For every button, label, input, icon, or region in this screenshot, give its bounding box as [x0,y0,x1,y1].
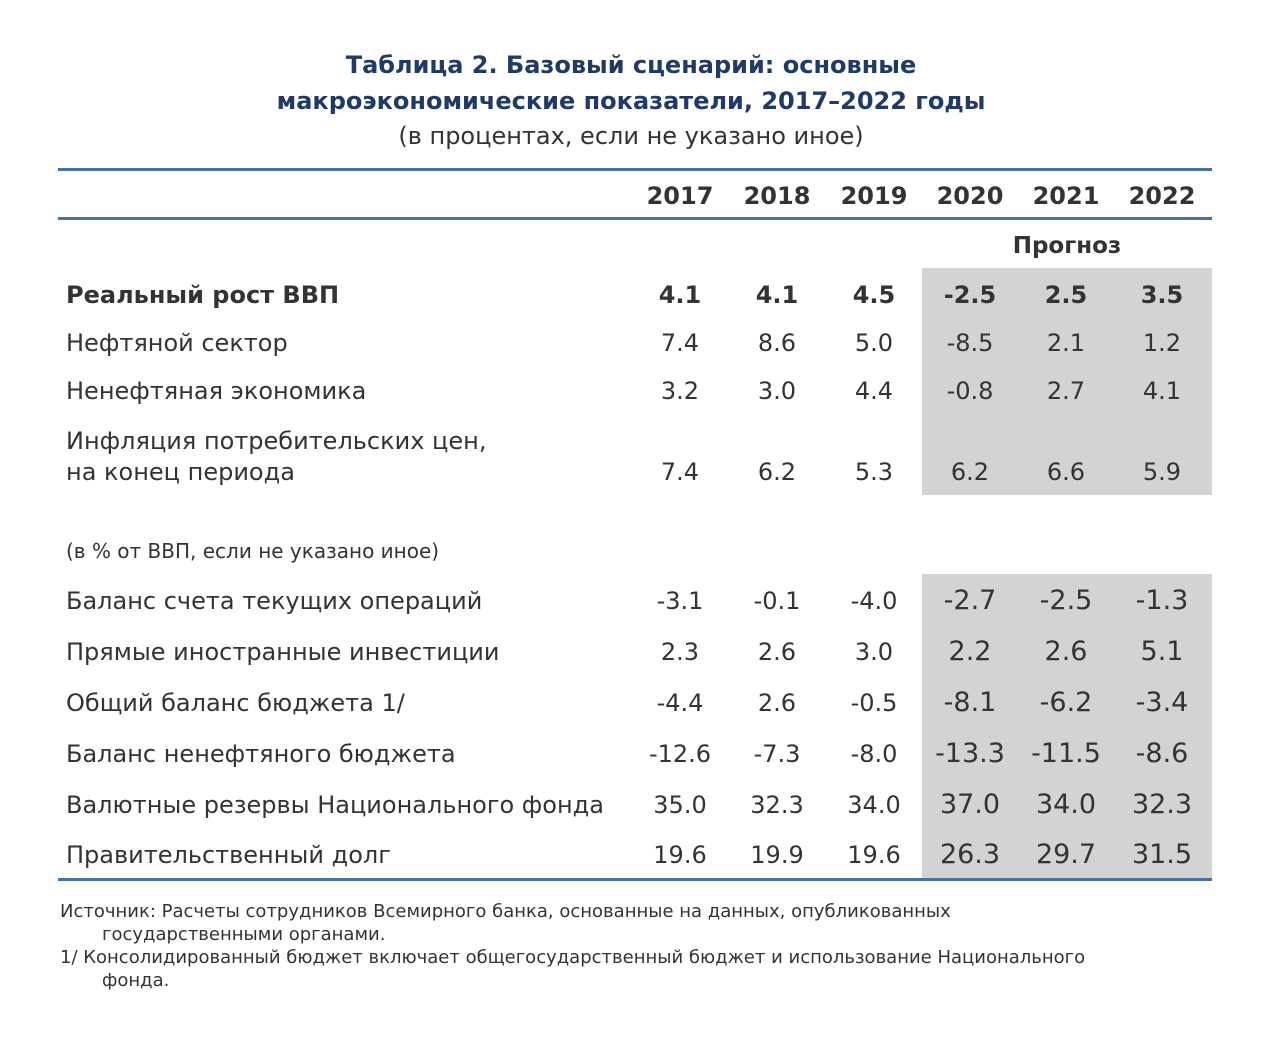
table-cell: 37.0 [939,789,1001,820]
forecast-shade-bottom [922,574,1212,878]
year-header: 2022 [1128,182,1196,210]
table-cell: 19.9 [750,841,804,869]
table-cell: 34.0 [1035,789,1097,820]
table-cell: 29.7 [1035,839,1097,870]
table-title-line-1: Таблица 2. Базовый сценарий: основные [345,51,917,79]
year-header: 2019 [840,182,908,210]
row-label-inflation-line-1: Инфляция потребительских цен, [66,427,487,455]
table-cell: -0.5 [850,689,898,717]
table-cell: 19.6 [847,841,901,869]
table-cell: 2.7 [1046,377,1086,405]
forecast-shade-top [922,268,1212,495]
row-label-inflation-line-2: на конец периода [66,458,295,486]
table-cell: 4.1 [755,281,799,309]
table-cell: 4.1 [1142,377,1182,405]
row-label-overall-budget-balance: Общий баланс бюджета 1/ [66,689,405,717]
table-cell: 32.3 [750,791,804,819]
year-header: 2021 [1032,182,1100,210]
table-cell: -12.6 [648,740,712,768]
header-rule [58,217,1212,220]
table-cell: 26.3 [939,839,1001,870]
table-cell: 4.4 [854,377,894,405]
table-cell: 2.3 [660,638,700,666]
table-cell: -4.4 [656,689,704,717]
table-cell: -3.1 [656,587,704,615]
table-cell: -8.0 [850,740,898,768]
row-label-non-oil-budget-balance: Баланс ненефтяного бюджета [66,740,456,768]
year-header: 2018 [743,182,811,210]
table-cell: 4.5 [852,281,896,309]
year-header: 2020 [936,182,1004,210]
table-cell: -1.3 [1135,585,1189,616]
table-cell: -6.2 [1039,687,1093,718]
table-cell: -8.6 [1135,738,1189,769]
table-cell: 3.2 [660,377,700,405]
table-cell: 4.1 [658,281,702,309]
table-cell: 6.2 [757,458,797,486]
table-cell: 34.0 [847,791,901,819]
table-cell: 1.2 [1142,329,1182,357]
table-title-line-2: макроэкономические показатели, 2017–2022… [276,87,986,115]
table-cell: 31.5 [1131,839,1193,870]
table-cell: 2.6 [1044,636,1088,667]
table-cell: 2.6 [757,638,797,666]
table-cell: -2.5 [943,281,997,309]
table-cell: 2.5 [1044,281,1088,309]
table-cell: 8.6 [757,329,797,357]
table-cell: 2.1 [1046,329,1086,357]
row-label-oil-sector: Нефтяной сектор [66,329,288,357]
table-cell: 3.5 [1140,281,1184,309]
row-label-non-oil-economy: Ненефтяная экономика [66,377,367,405]
table-subtitle: (в процентах, если не указано иное) [398,122,864,150]
table-cell: 35.0 [653,791,707,819]
table-cell: 5.0 [854,329,894,357]
source-note-line-1: Источник: Расчеты сотрудников Всемирного… [60,901,951,922]
bottom-rule [58,878,1212,881]
table-cell: -4.0 [850,587,898,615]
table-cell: -7.3 [753,740,801,768]
row-label-fdi: Прямые иностранные инвестиции [66,638,500,666]
forecast-label: Прогноз [1012,233,1122,259]
table-cell: 7.4 [660,329,700,357]
table-cell: 2.2 [948,636,992,667]
table-cell: 2.6 [757,689,797,717]
source-note-line-2: государственными органами. [102,924,386,945]
table-cell: -2.7 [943,585,997,616]
table-cell: -3.4 [1135,687,1189,718]
footnote-line-2: фонда. [102,970,170,991]
section-label-percent-of-gdp: (в % от ВВП, если не указано иное) [66,539,440,563]
row-label-real-gdp-growth: Реальный рост ВВП [66,281,340,309]
footnote-line-1: 1/ Консолидированный бюджет включает общ… [60,947,1086,968]
top-rule [58,168,1212,171]
table-cell: 5.1 [1140,636,1184,667]
row-label-national-fund-reserves: Валютные резервы Национального фонда [66,791,604,819]
table-cell: 6.6 [1046,458,1086,486]
table-cell: -2.5 [1039,585,1093,616]
table-cell: 5.3 [854,458,894,486]
table-cell: 5.9 [1142,458,1182,486]
table-cell: -8.1 [943,687,997,718]
table-cell: -8.5 [946,329,994,357]
row-label-government-debt: Правительственный долг [66,841,391,869]
table-cell: -0.8 [946,377,994,405]
year-header: 2017 [646,182,714,210]
table-cell: 6.2 [950,458,990,486]
table-cell: 32.3 [1131,789,1193,820]
row-label-current-account: Баланс счета текущих операций [66,587,483,615]
table-cell: 3.0 [854,638,894,666]
table-cell: 3.0 [757,377,797,405]
table-cell: -0.1 [753,587,801,615]
table-cell: -11.5 [1031,738,1101,769]
table-cell: -13.3 [935,738,1005,769]
table-cell: 7.4 [660,458,700,486]
table-cell: 19.6 [653,841,707,869]
